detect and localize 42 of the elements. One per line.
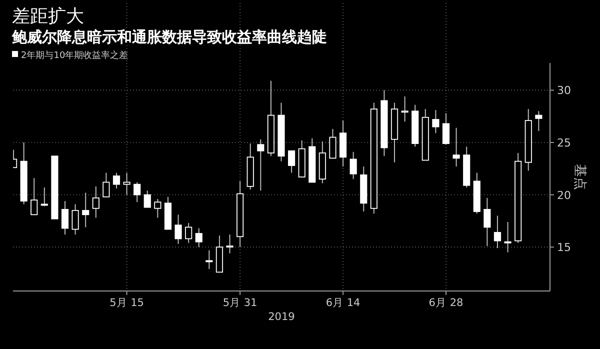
candlestick — [30, 178, 38, 216]
candlestick — [174, 214, 182, 244]
candlestick — [123, 172, 130, 196]
candlestick — [452, 127, 460, 168]
candlestick — [432, 110, 440, 134]
candlestick — [504, 221, 512, 253]
x-tick-label: 5月 15 — [110, 297, 144, 309]
candlestick — [484, 197, 491, 247]
candlestick — [350, 151, 357, 180]
chart-title: 差距扩大 — [12, 6, 84, 27]
candlestick — [102, 172, 110, 198]
candlestick — [72, 204, 79, 236]
candlestick — [92, 186, 100, 218]
candlestick — [329, 128, 336, 159]
candlestick — [288, 150, 296, 174]
candlestick — [195, 228, 202, 248]
candlestick — [40, 186, 48, 207]
x-axis-title: 2019 — [268, 311, 295, 323]
candlestick — [82, 192, 90, 228]
candlestick — [401, 96, 408, 122]
candlestick — [61, 200, 69, 236]
candlestick — [494, 215, 502, 249]
y-tick-label: 20 — [557, 188, 571, 202]
legend-label: 2年期与10年期收益率之差 — [21, 50, 128, 61]
candlestick — [144, 190, 151, 208]
candlestick — [206, 250, 213, 270]
candlestick — [185, 222, 192, 244]
candlestick — [442, 112, 450, 146]
y-tick-label: 25 — [557, 136, 571, 150]
y-tick-label: 30 — [557, 84, 571, 98]
candlestick — [226, 234, 234, 254]
candlestick — [535, 110, 542, 132]
x-tick-label: 5月 31 — [222, 297, 258, 309]
chart-subtitle: 鲍威尔降息暗示和通胀数据导致收益率曲线趋陡 — [11, 28, 327, 46]
y-tick-label: 15 — [557, 241, 571, 254]
candlestick — [154, 198, 162, 218]
x-tick-label: 6月 28 — [428, 297, 464, 309]
y-axis-title: 基点 — [572, 164, 587, 190]
candlestick — [134, 182, 141, 203]
candlestick — [257, 138, 264, 192]
candlestick — [112, 172, 120, 190]
x-tick-label: 6月 14 — [326, 297, 361, 309]
